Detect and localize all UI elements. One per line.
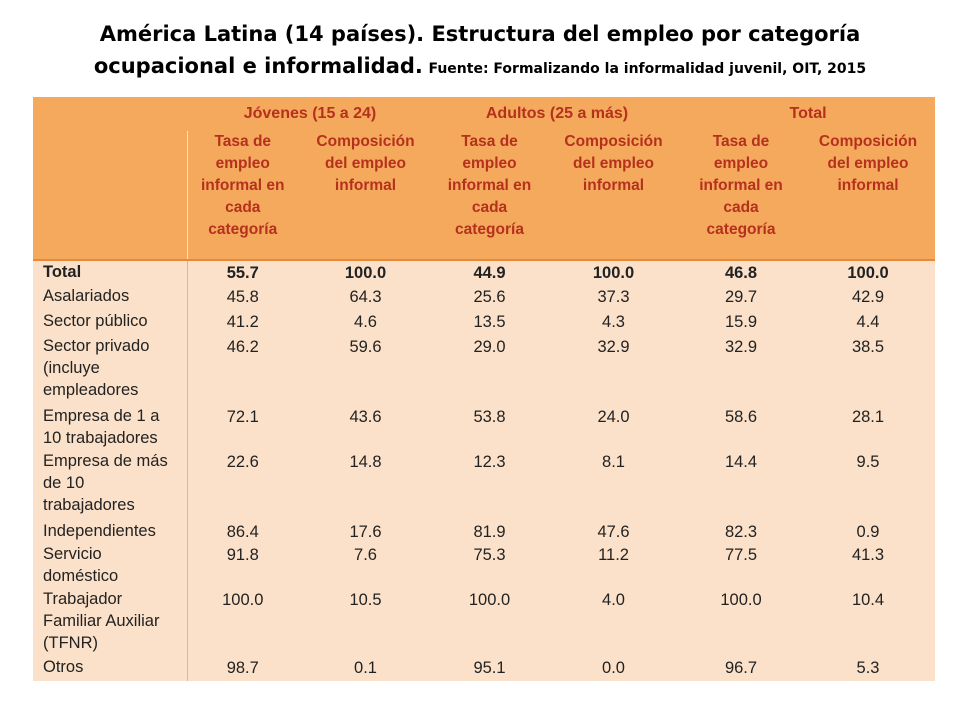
value-cell: 14.8 <box>298 450 433 520</box>
subheader-composition: Composición del empleo informal <box>801 131 936 260</box>
table-row: Trabajador Familiar Auxiliar (TFNR) 100.0… <box>33 588 936 656</box>
row-label: Otros <box>33 656 188 681</box>
value-cell: 46.2 <box>187 335 298 405</box>
value-cell: 0.1 <box>298 656 433 681</box>
value-cell: 41.2 <box>187 310 298 335</box>
value-cell: 44.9 <box>433 259 546 285</box>
value-cell: 38.5 <box>801 335 936 405</box>
row-label: Asalariados <box>33 285 188 310</box>
table-row: Asalariados 45.8 64.3 25.6 37.3 29.7 42.9 <box>33 285 936 310</box>
row-label: Empresa de más de 10 trabajadores <box>33 450 188 520</box>
value-cell: 22.6 <box>187 450 298 520</box>
table-row: Independientes 86.4 17.6 81.9 47.6 82.3 0.9 <box>33 520 936 543</box>
value-cell: 0.9 <box>801 520 936 543</box>
value-cell: 64.3 <box>298 285 433 310</box>
row-label: Independientes <box>33 520 188 543</box>
value-cell: 0.0 <box>546 656 682 681</box>
table-row: Sector público 41.2 4.6 13.5 4.3 15.9 4.4 <box>33 310 936 335</box>
value-cell: 47.6 <box>546 520 682 543</box>
table-row: Servicio doméstico 91.8 7.6 75.3 11.2 77.5 41.… <box>33 543 936 588</box>
corner-cell <box>33 97 187 131</box>
employment-table: Jóvenes (15 a 24) Adultos (25 a más) Tot… <box>33 97 936 681</box>
value-cell: 41.3 <box>801 543 936 588</box>
subheader-rate: Tasa de empleo informal en cada categorí… <box>433 131 546 260</box>
row-label: Empresa de 1 a 10 trabajadores <box>33 405 188 450</box>
value-cell: 4.4 <box>801 310 936 335</box>
group-header-jovenes: Jóvenes (15 a 24) <box>187 97 433 131</box>
subheader-row: Tasa de empleo informal en cada categorí… <box>33 131 936 260</box>
value-cell: 5.3 <box>801 656 936 681</box>
value-cell: 32.9 <box>546 335 682 405</box>
row-label: Sector privado (incluye empleadores <box>33 335 188 405</box>
group-header-adultos: Adultos (25 a más) <box>433 97 682 131</box>
table-row: Empresa de más de 10 trabajadores 22.6 14.… <box>33 450 936 520</box>
value-cell: 75.3 <box>433 543 546 588</box>
value-cell: 100.0 <box>433 588 546 656</box>
value-cell: 15.9 <box>681 310 802 335</box>
value-cell: 55.7 <box>187 259 298 285</box>
value-cell: 4.3 <box>546 310 682 335</box>
value-cell: 59.6 <box>298 335 433 405</box>
row-label: Total <box>33 259 188 285</box>
value-cell: 13.5 <box>433 310 546 335</box>
value-cell: 29.0 <box>433 335 546 405</box>
table-row: Sector privado (incluye empleadores 46.2 5… <box>33 335 936 405</box>
subheader-composition: Composición del empleo informal <box>298 131 433 260</box>
value-cell: 96.7 <box>681 656 802 681</box>
value-cell: 72.1 <box>187 405 298 450</box>
group-header-row: Jóvenes (15 a 24) Adultos (25 a más) Tot… <box>33 97 936 131</box>
subheader-rate: Tasa de empleo informal en cada categorí… <box>187 131 298 260</box>
value-cell: 10.4 <box>801 588 936 656</box>
value-cell: 10.5 <box>298 588 433 656</box>
title-line-2: ocupacional e informalidad. <box>93 54 423 78</box>
row-label: Trabajador Familiar Auxiliar (TFNR) <box>33 588 188 656</box>
group-header-total: Total <box>681 97 936 131</box>
value-cell: 100.0 <box>298 259 433 285</box>
row-label: Servicio doméstico <box>33 543 188 588</box>
table-row: Total 55.7 100.0 44.9 100.0 46.8 100.0 <box>33 259 936 285</box>
value-cell: 32.9 <box>681 335 802 405</box>
value-cell: 53.8 <box>433 405 546 450</box>
value-cell: 46.8 <box>681 259 802 285</box>
value-cell: 45.8 <box>187 285 298 310</box>
value-cell: 91.8 <box>187 543 298 588</box>
title-source: Fuente: Formalizando la informalidad juv… <box>428 61 867 77</box>
value-cell: 11.2 <box>546 543 682 588</box>
value-cell: 17.6 <box>298 520 433 543</box>
value-cell: 8.1 <box>546 450 682 520</box>
value-cell: 42.9 <box>801 285 936 310</box>
value-cell: 77.5 <box>681 543 802 588</box>
value-cell: 100.0 <box>801 259 936 285</box>
value-cell: 100.0 <box>546 259 682 285</box>
value-cell: 86.4 <box>187 520 298 543</box>
value-cell: 37.3 <box>546 285 682 310</box>
table-row: Empresa de 1 a 10 trabajadores 72.1 43.6 53… <box>33 405 936 450</box>
value-cell: 4.6 <box>298 310 433 335</box>
value-cell: 28.1 <box>801 405 936 450</box>
table-body: Total 55.7 100.0 44.9 100.0 46.8 100.0 Asalaria… <box>33 259 936 681</box>
title-line-1: América Latina (14 países). Estructura d… <box>99 22 861 46</box>
value-cell: 82.3 <box>681 520 802 543</box>
corner-cell-lower <box>33 131 188 260</box>
row-label: Sector público <box>33 310 188 335</box>
value-cell: 100.0 <box>681 588 802 656</box>
value-cell: 9.5 <box>801 450 936 520</box>
value-cell: 7.6 <box>298 543 433 588</box>
value-cell: 100.0 <box>187 588 298 656</box>
value-cell: 14.4 <box>681 450 802 520</box>
slide-title: América Latina (14 países). Estructura d… <box>0 18 960 85</box>
value-cell: 24.0 <box>546 405 682 450</box>
value-cell: 12.3 <box>433 450 546 520</box>
value-cell: 29.7 <box>681 285 802 310</box>
value-cell: 98.7 <box>187 656 298 681</box>
subheader-composition: Composición del empleo informal <box>546 131 682 260</box>
value-cell: 95.1 <box>433 656 546 681</box>
table-row: Otros 98.7 0.1 95.1 0.0 96.7 5.3 <box>33 656 936 681</box>
value-cell: 58.6 <box>681 405 802 450</box>
value-cell: 4.0 <box>546 588 682 656</box>
value-cell: 25.6 <box>433 285 546 310</box>
value-cell: 43.6 <box>298 405 433 450</box>
subheader-rate: Tasa de empleo informal en cada categorí… <box>681 131 802 260</box>
value-cell: 81.9 <box>433 520 546 543</box>
